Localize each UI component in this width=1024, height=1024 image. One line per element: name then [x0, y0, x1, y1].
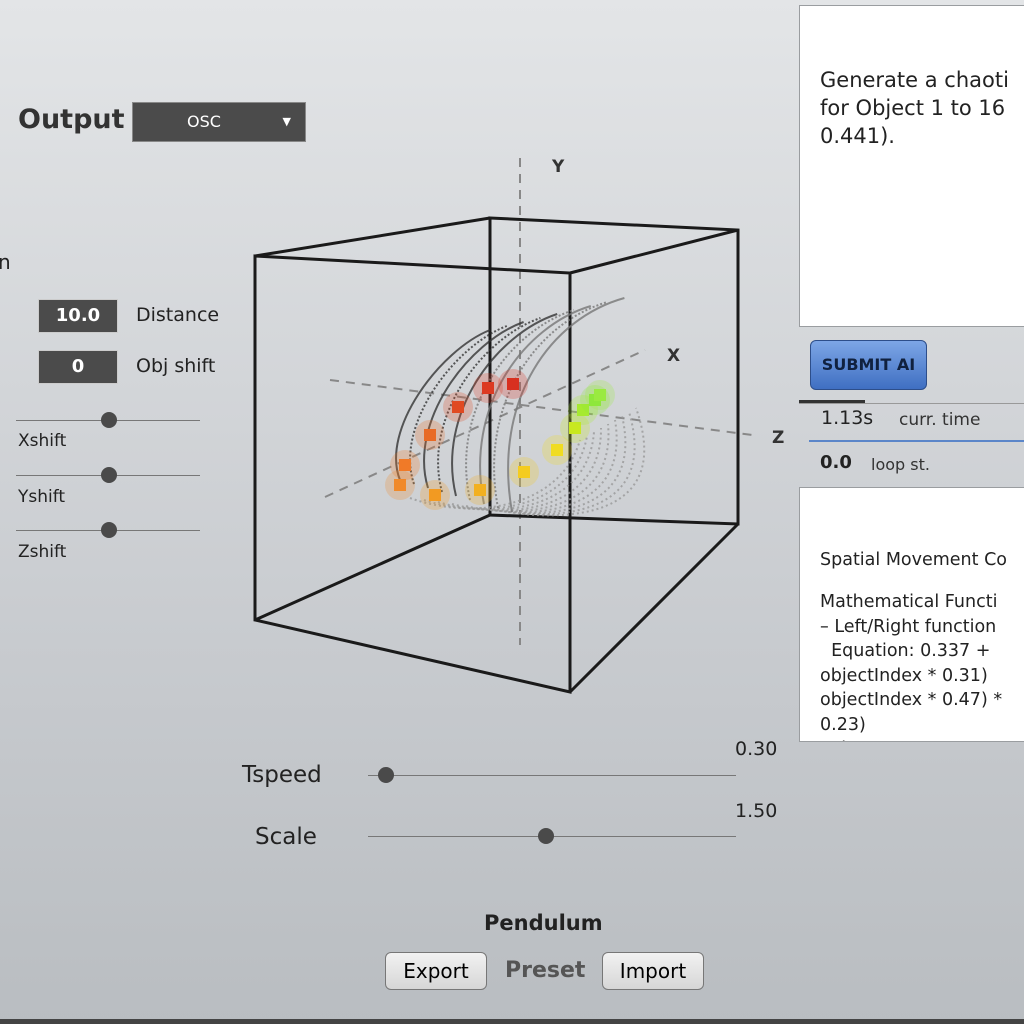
- object-marker: [399, 459, 411, 471]
- slider-value: 1.50: [735, 800, 778, 822]
- output-dropdown[interactable]: OSC ▼: [132, 102, 306, 142]
- trail: [423, 435, 588, 510]
- trail: [479, 419, 618, 514]
- slider-knob[interactable]: [101, 412, 117, 428]
- axis-label: Y: [551, 157, 565, 177]
- info-line: – Left/Right function: [820, 616, 997, 637]
- object-marker: [569, 422, 581, 434]
- info-line: objectIndex * 0.31): [820, 665, 988, 686]
- trail: [451, 313, 558, 497]
- time-label: curr. time: [899, 410, 981, 430]
- trail: [437, 431, 595, 511]
- axis-label: X: [667, 346, 680, 366]
- trail: [465, 309, 575, 501]
- prompt-text: Generate a chaoti for Object 1 to 16 0.441…: [800, 44, 1024, 150]
- info-text: Spatial Movement Co Mathematical Functi – …: [800, 526, 1024, 741]
- distance-field[interactable]: 10.0: [38, 299, 118, 333]
- info-panel: Spatial Movement Co Mathematical Functi – …: [799, 487, 1024, 742]
- dropdown-value: OSC: [187, 112, 221, 131]
- loop-value: 0.0: [820, 452, 852, 473]
- objects: [385, 369, 615, 510]
- object-marker: [551, 444, 563, 456]
- prompt-line: Generate a chaoti: [820, 68, 1009, 92]
- submit-button[interactable]: SUBMIT AI: [810, 340, 927, 390]
- info-line: 0.23): [820, 714, 866, 735]
- info-line: objectIndex * 0.47) *: [820, 690, 1003, 710]
- slider-track[interactable]: [368, 775, 736, 776]
- trail: [493, 415, 627, 515]
- slider-knob[interactable]: [101, 467, 117, 483]
- cube: [253, 216, 740, 694]
- preset-name: Pendulum: [484, 911, 603, 935]
- slider-label: Zshift: [18, 542, 67, 562]
- prompt-line: for Object 1 to 16: [820, 96, 1006, 120]
- trails: [395, 297, 646, 517]
- object-marker: [507, 378, 519, 390]
- slider-knob[interactable]: [378, 767, 394, 783]
- divider: [799, 403, 1024, 404]
- object-marker: [482, 382, 494, 394]
- info-line: [820, 573, 1024, 591]
- field-label: Obj shift: [136, 355, 216, 377]
- loop-label: loop st.: [871, 455, 930, 474]
- object-marker: [594, 389, 606, 401]
- prompt-line: 0.441).: [820, 124, 895, 148]
- field-label: Distance: [136, 304, 220, 326]
- info-line: Spatial Movement Co: [820, 550, 1007, 570]
- info-line: Mathematical Functi: [820, 592, 998, 612]
- export-button[interactable]: Export: [385, 952, 487, 990]
- objshift-field[interactable]: 0: [38, 350, 118, 384]
- slider-label: Xshift: [18, 431, 67, 451]
- clipped-label: n: [0, 250, 11, 274]
- trail: [507, 411, 636, 516]
- slider-value: 0.30: [735, 738, 778, 760]
- time-value: 1.13s: [821, 407, 874, 429]
- trail: [507, 297, 625, 513]
- preset-label: Preset: [505, 958, 586, 983]
- slider-label: Tspeed: [242, 762, 322, 788]
- slider-label: Scale: [255, 824, 317, 850]
- object-marker: [518, 466, 530, 478]
- object-marker: [577, 404, 589, 416]
- time-bar: [809, 440, 1024, 442]
- slider-knob[interactable]: [538, 828, 554, 844]
- bottom-border: [0, 1019, 1024, 1024]
- import-button[interactable]: Import: [602, 952, 704, 990]
- axis-label: Z: [772, 428, 784, 448]
- object-marker: [394, 479, 406, 491]
- trail: [437, 317, 541, 493]
- object-marker: [424, 429, 436, 441]
- slider-label: Yshift: [18, 487, 66, 507]
- object-marker: [429, 489, 441, 501]
- trail: [423, 321, 524, 489]
- trail: [395, 329, 491, 481]
- object-marker: [452, 401, 464, 413]
- progress: [799, 400, 865, 403]
- trail: [479, 305, 592, 505]
- info-line: Equation: 0.337 +: [820, 641, 991, 661]
- prompt-textarea[interactable]: Generate a chaoti for Object 1 to 16 0.441…: [799, 5, 1024, 327]
- info-line: Time range: 0.0s –: [820, 737, 1024, 741]
- object-marker: [474, 484, 486, 496]
- output-label: Output: [18, 104, 125, 135]
- trail: [521, 407, 646, 517]
- slider-knob[interactable]: [101, 522, 117, 538]
